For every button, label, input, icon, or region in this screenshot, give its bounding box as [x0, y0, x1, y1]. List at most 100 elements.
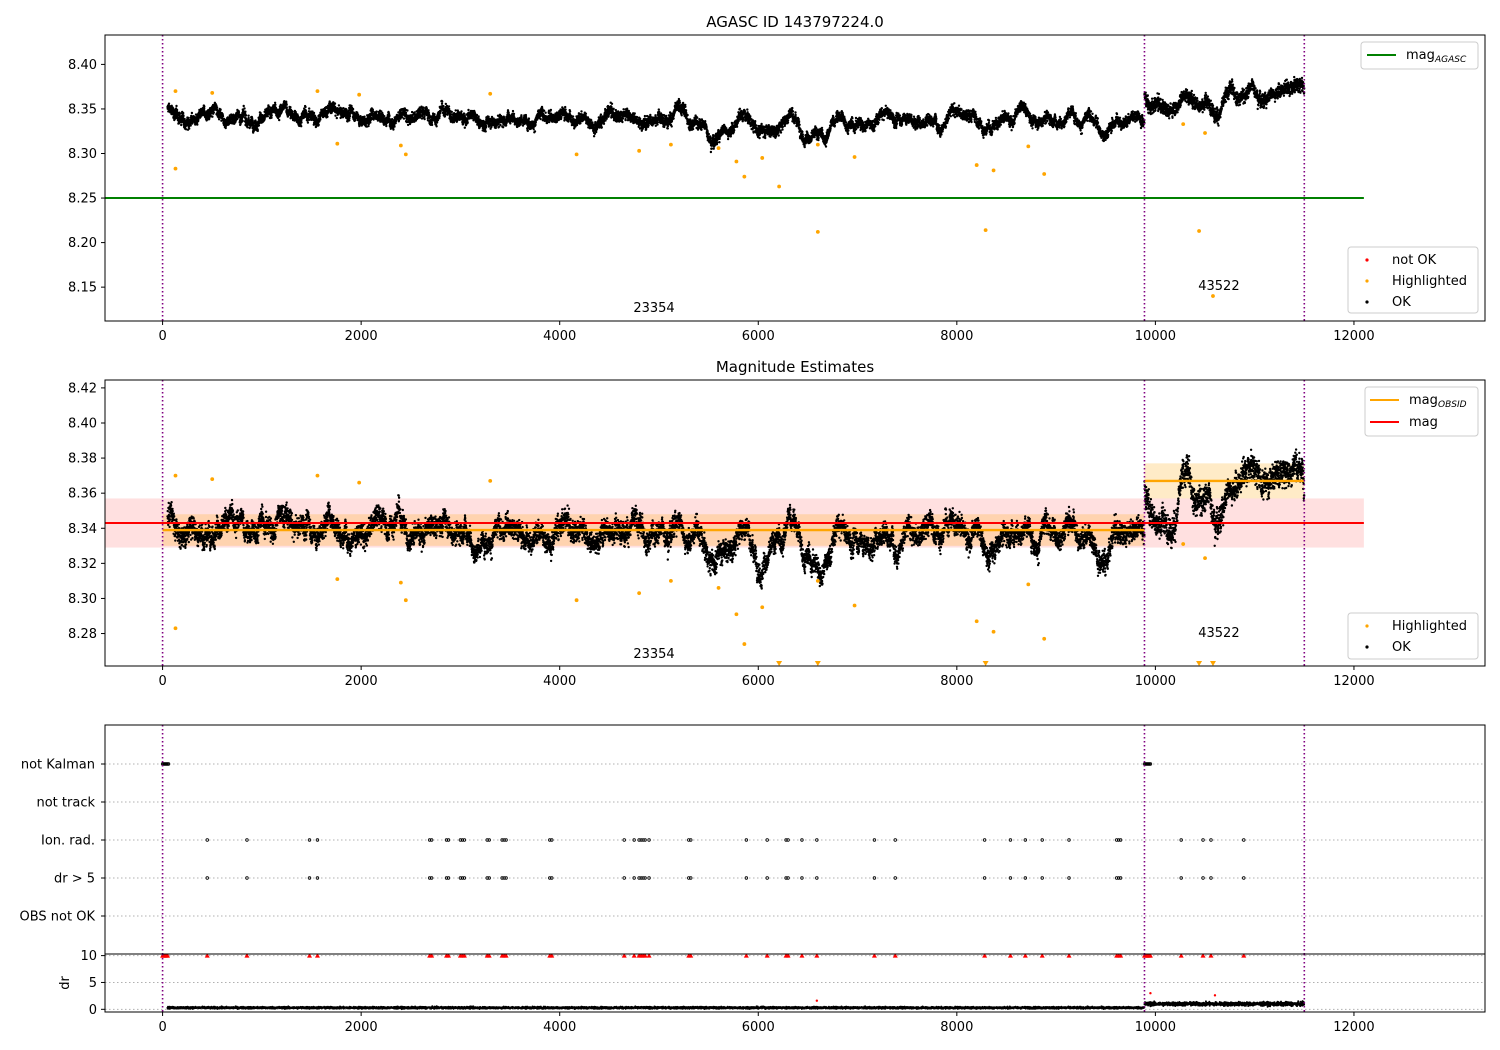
- flag-point: [315, 838, 320, 842]
- highlighted-point: [357, 480, 362, 485]
- highlighted-point: [974, 619, 979, 624]
- dr-clipped-marker: [1118, 954, 1124, 958]
- flag-point: [458, 838, 463, 842]
- flag-point: [687, 876, 691, 880]
- offscale-marker: [1196, 661, 1203, 666]
- flag-point: [504, 876, 508, 880]
- highlighted-point: [1203, 556, 1207, 560]
- legend-sub-obsid: OBSID: [1438, 400, 1467, 410]
- obsid-label: 43522: [1198, 279, 1239, 294]
- legend-label-ok: OK: [1392, 295, 1411, 310]
- plot-area-dr: [105, 954, 1485, 1012]
- dr-outlier-point: [1213, 994, 1217, 997]
- flag-point: [622, 876, 626, 880]
- x-tick-label: 6000: [742, 674, 775, 689]
- flag-category-label: not track: [36, 796, 95, 811]
- flag-point: [786, 838, 790, 842]
- highlighted-point: [210, 477, 215, 482]
- flag-point: [1067, 876, 1071, 880]
- legend-label-mag-obsid: mag: [1409, 393, 1438, 408]
- flag-point: [982, 838, 987, 842]
- highlighted-point: [488, 91, 493, 96]
- highlighted-point: [315, 89, 320, 94]
- x-tick-label: 2000: [345, 1020, 378, 1035]
- flag-point: [500, 838, 504, 842]
- flag-point: [1118, 838, 1123, 842]
- y-tick-label: 5: [89, 976, 97, 991]
- dr-outlier-point: [1149, 992, 1152, 995]
- flag-point: [815, 876, 819, 880]
- flag-point: [462, 838, 467, 842]
- flag-point: [548, 876, 552, 880]
- flag-point: [1008, 876, 1013, 880]
- y-tick-label: 8.40: [68, 58, 97, 73]
- legend-lower-agasc: not OK Highlighted OK: [1347, 246, 1479, 314]
- flag-point: [460, 876, 465, 880]
- flag-point: [1114, 838, 1119, 842]
- y-tick-label: 8.28: [68, 627, 97, 642]
- legend-label-mag-agasc: mag: [1406, 48, 1435, 63]
- flag-point: [639, 838, 643, 842]
- highlighted-point: [173, 89, 178, 94]
- flag-point: [205, 838, 209, 842]
- y-tick-label: 8.35: [68, 102, 97, 117]
- flag-point: [1114, 876, 1119, 880]
- highlighted-point: [398, 143, 403, 148]
- highlighted-point: [637, 148, 642, 153]
- offscale-marker: [776, 661, 783, 666]
- highlighted-point: [734, 159, 739, 164]
- dr-clipped-marker: [446, 954, 452, 958]
- flag-point: [744, 838, 749, 842]
- flag-point: [800, 838, 804, 842]
- offscale-marker: [1209, 661, 1216, 666]
- x-tick-label: 0: [158, 329, 166, 344]
- obsid-label: 43522: [1198, 626, 1239, 641]
- flag-point: [893, 876, 897, 880]
- dr-clipped-marker: [646, 954, 652, 958]
- flag-point: [622, 838, 626, 842]
- highlighted-point: [716, 146, 721, 151]
- highlighted-point: [815, 230, 820, 234]
- x-tick-label: 4000: [543, 329, 576, 344]
- title-agasc: AGASC ID 143797224.0: [706, 13, 884, 31]
- y-tick-label: 8.25: [68, 192, 97, 207]
- highlighted-point: [1211, 294, 1215, 298]
- obsid-label: 23354: [633, 301, 674, 316]
- y-tick-label: 8.38: [68, 452, 97, 467]
- x-tick-label: 2000: [345, 329, 378, 344]
- flag-point: [893, 838, 897, 842]
- ok-points: [166, 97, 1146, 154]
- y-tick-label: 8.30: [68, 147, 97, 162]
- legend-label-highlighted: Highlighted: [1392, 274, 1467, 289]
- x-tick-label: 10000: [1135, 329, 1176, 344]
- flag-point: [504, 838, 508, 842]
- axes-agasc: [104, 34, 1486, 322]
- highlighted-point: [852, 155, 857, 159]
- flag-point: [460, 838, 465, 842]
- ok-points: [1143, 75, 1306, 127]
- flag-point: [641, 876, 645, 880]
- flag-point: [205, 876, 209, 880]
- flag-point: [689, 876, 693, 880]
- dr-clipped-marker: [785, 954, 791, 958]
- flag-point: [872, 838, 877, 842]
- flag-point: [502, 838, 506, 842]
- highlighted-point: [1203, 131, 1207, 135]
- y-tick-label: 8.15: [68, 281, 97, 296]
- dr-clipped-marker: [642, 954, 648, 958]
- dr-points: [1143, 1000, 1306, 1008]
- highlighted-point: [974, 163, 979, 167]
- x-tick-label: 6000: [742, 329, 775, 344]
- highlighted-point: [315, 473, 320, 478]
- dr-clipped-marker: [503, 954, 509, 958]
- flag-point: [1242, 876, 1246, 880]
- flag-point: [1116, 876, 1121, 880]
- flag-point: [632, 838, 636, 842]
- x-tick-label: 0: [158, 674, 166, 689]
- legend-sub-agasc: AGASC: [1434, 55, 1467, 65]
- highlighted-point: [668, 142, 673, 147]
- dr-clipped-marker: [743, 954, 749, 958]
- y-tick-label: 8.36: [68, 487, 97, 502]
- flag-point: [1023, 838, 1028, 842]
- dr-clipped-marker: [204, 954, 210, 958]
